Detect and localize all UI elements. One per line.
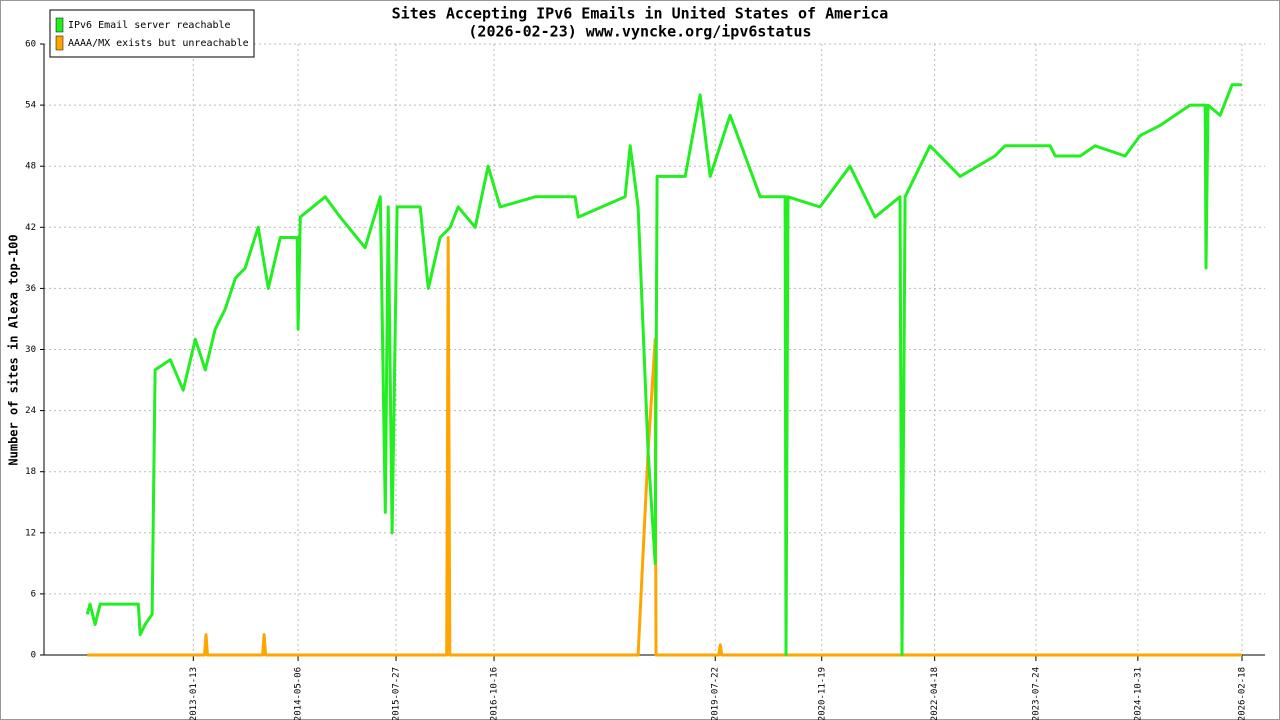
x-tick-label: 2014-05-06 [294, 667, 304, 720]
x-tick-label: 2026-02-18 [1237, 667, 1247, 720]
legend-label: AAAA/MX exists but unreachable [68, 38, 249, 49]
y-tick-label: 42 [25, 223, 36, 233]
legend-box [49, 9, 255, 58]
x-tick-label: 2019-07-22 [711, 667, 721, 720]
chart-title: Sites Accepting IPv6 Emails in United St… [392, 5, 889, 23]
y-tick-label: 24 [25, 406, 36, 416]
y-tick-label: 30 [25, 345, 36, 355]
series-line [85, 83, 1242, 657]
legend-label: IPv6 Email server reachable [68, 20, 231, 31]
chart-subtitle: (2026-02-23) www.vyncke.org/ipv6status [468, 23, 811, 41]
x-tick-label: 2016-10-16 [490, 667, 500, 720]
y-tick-label: 0 [31, 651, 36, 661]
legend-swatch [55, 17, 64, 33]
x-tick-label: 2024-10-31 [1133, 667, 1143, 720]
y-tick-label: 48 [25, 162, 36, 172]
y-tick-label: 18 [25, 467, 36, 477]
x-tick-label: 2015-07-27 [392, 667, 402, 720]
x-tick-label: 2013-01-13 [189, 667, 199, 720]
y-tick-label: 54 [25, 101, 36, 111]
y-tick-label: 36 [25, 284, 36, 294]
y-tick-label: 60 [25, 40, 36, 50]
x-tick-label: 2022-04-18 [930, 667, 940, 720]
x-tick-label: 2023-07-24 [1031, 667, 1041, 720]
legend-swatch [55, 35, 64, 51]
series-line [87, 236, 1242, 657]
x-tick-label: 2020-11-19 [817, 667, 827, 720]
y-tick-label: 12 [25, 528, 36, 538]
y-axis-label: Number of sites in Alexa top-100 [7, 234, 21, 465]
y-tick-label: 6 [31, 589, 36, 599]
